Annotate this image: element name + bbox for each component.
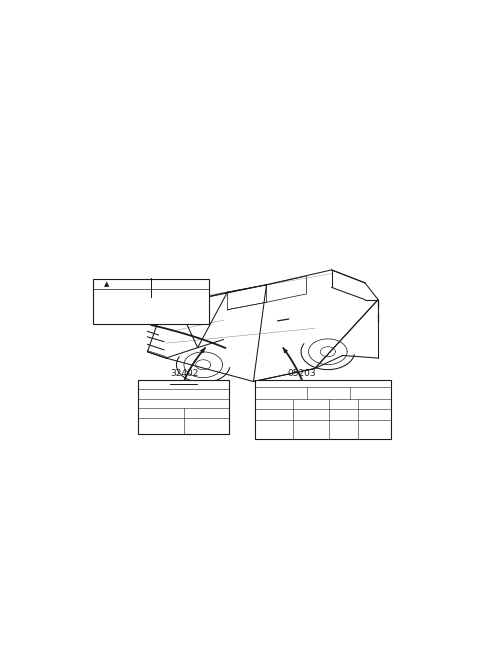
Bar: [138, 380, 229, 434]
Text: 32402: 32402: [170, 369, 199, 378]
Text: 05203: 05203: [288, 369, 316, 378]
Text: ▲: ▲: [104, 281, 109, 287]
Bar: [255, 380, 391, 439]
Text: 97699A: 97699A: [134, 287, 168, 296]
Bar: [94, 279, 209, 324]
